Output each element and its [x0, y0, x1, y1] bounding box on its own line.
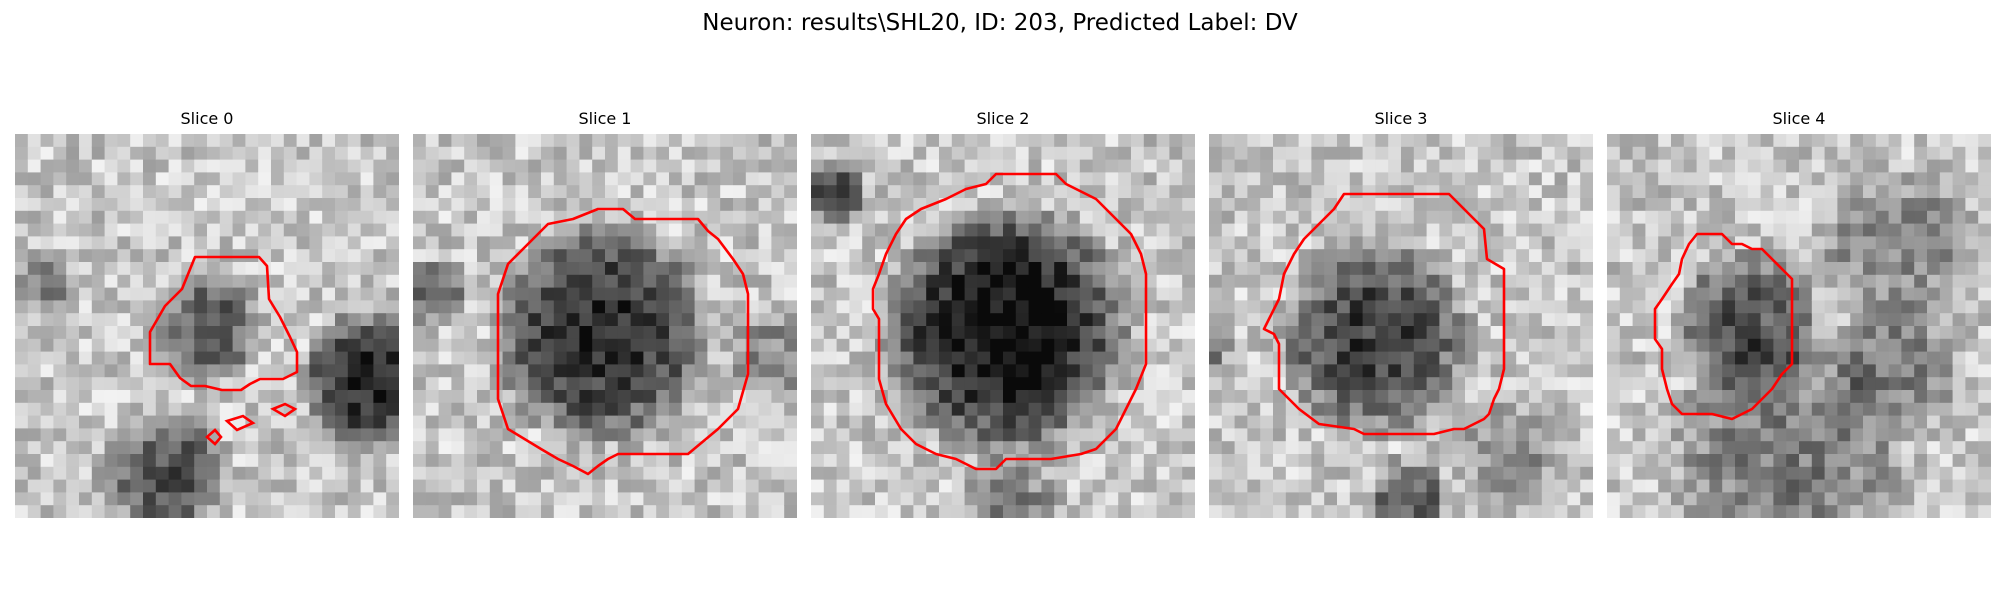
slice-panel-4: Slice 4	[1607, 108, 1991, 518]
slice-panel-0: Slice 0	[15, 108, 399, 518]
contour	[1653, 232, 1794, 421]
contour	[270, 402, 298, 418]
slice-image	[413, 134, 797, 518]
slice-title: Slice 3	[1374, 109, 1428, 128]
slice-image	[15, 134, 399, 518]
slice-title: Slice 1	[578, 109, 632, 128]
contour	[205, 428, 223, 446]
slice-title: Slice 0	[180, 109, 234, 128]
contour	[148, 255, 299, 392]
contour	[871, 172, 1148, 471]
slice-panel-1: Slice 1	[413, 108, 797, 518]
slice-image	[1607, 134, 1991, 518]
slice-image-svg	[1209, 134, 1593, 518]
slice-panel-2: Slice 2	[811, 108, 1195, 518]
slice-image-svg	[15, 134, 399, 518]
slice-title: Slice 2	[976, 109, 1030, 128]
slice-image-svg	[811, 134, 1195, 518]
slice-title: Slice 4	[1772, 109, 1826, 128]
contour	[496, 207, 750, 476]
contour	[224, 414, 256, 432]
slice-panel-3: Slice 3	[1209, 108, 1593, 518]
contour	[1262, 192, 1506, 436]
slice-image	[1209, 134, 1593, 518]
slice-image	[811, 134, 1195, 518]
slice-image-svg	[1607, 134, 1991, 518]
figure-title: Neuron: results\SHL20, ID: 203, Predicte…	[702, 10, 1298, 36]
slice-image-svg	[413, 134, 797, 518]
